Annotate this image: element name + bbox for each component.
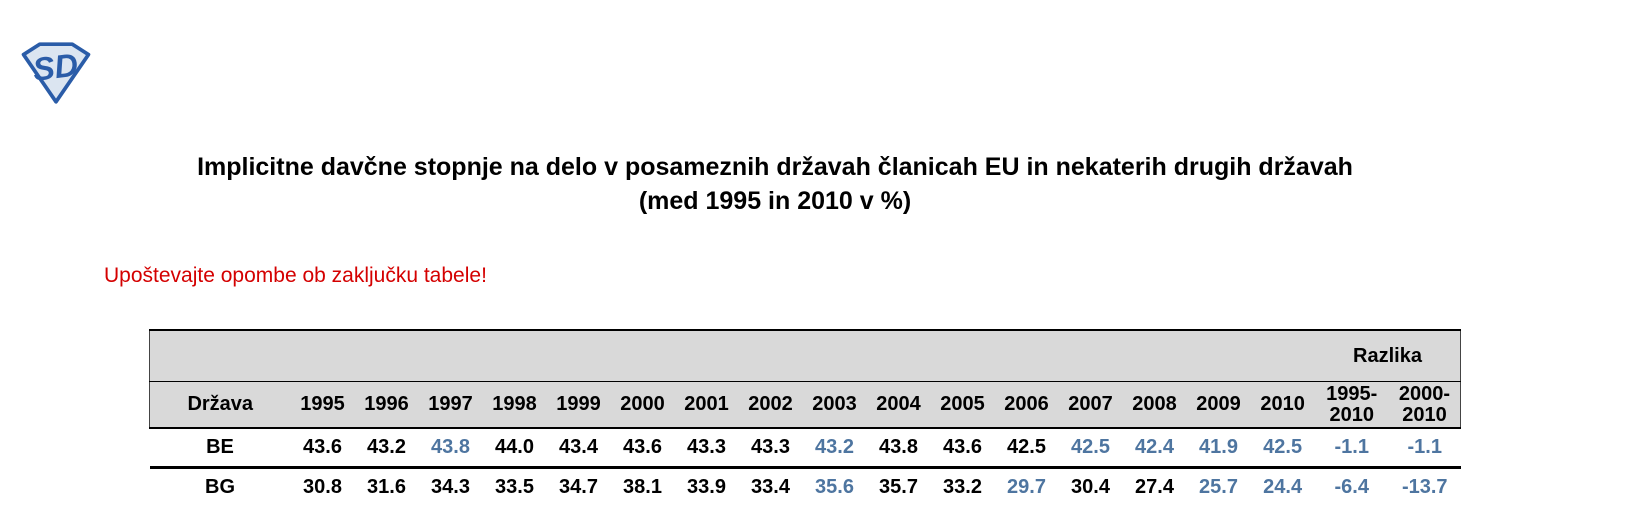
value-cell: 30.4 — [1059, 468, 1123, 506]
year-column-header: 2008 — [1123, 382, 1187, 429]
year-column-header: 1996 — [355, 382, 419, 429]
value-cell: 34.3 — [419, 468, 483, 506]
logo-letters: SD — [31, 47, 80, 88]
note-text: Upoštevajte opombe ob zaključku tabele! — [104, 264, 487, 288]
sd-logo: SD — [19, 42, 93, 104]
value-cell: 30.8 — [291, 468, 355, 506]
value-cell: -1.1 — [1389, 428, 1461, 468]
value-cell: 27.4 — [1123, 468, 1187, 506]
year-column-header: 1995 — [291, 382, 355, 429]
year-column-header: 2007 — [1059, 382, 1123, 429]
value-cell: 42.5 — [1059, 428, 1123, 468]
value-cell: 33.9 — [675, 468, 739, 506]
page-title: Implicitne davčne stopnje na delo v posa… — [105, 150, 1445, 218]
diff-column-header-line: 2000- — [1389, 384, 1461, 405]
value-cell: 29.7 — [995, 468, 1059, 506]
value-cell: -1.1 — [1315, 428, 1389, 468]
table-group-header-row: Razlika — [150, 330, 1461, 382]
year-column-header: 2006 — [995, 382, 1059, 429]
value-cell: 41.9 — [1187, 428, 1251, 468]
year-column-header: 2010 — [1251, 382, 1315, 429]
diff-column-header-line: 2010 — [1389, 405, 1461, 426]
year-column-header: 2009 — [1187, 382, 1251, 429]
value-cell: 24.4 — [1251, 468, 1315, 506]
value-cell: 43.6 — [291, 428, 355, 468]
country-column-header: Država — [150, 382, 291, 429]
value-cell: 44.0 — [483, 428, 547, 468]
razlika-group-header: Razlika — [1315, 330, 1461, 382]
year-column-header: 2004 — [867, 382, 931, 429]
diff-column-header: 2000-2010 — [1389, 382, 1461, 429]
value-cell: -6.4 — [1315, 468, 1389, 506]
year-column-header: 2003 — [803, 382, 867, 429]
value-cell: 43.4 — [547, 428, 611, 468]
sd-logo-shield-icon: SD — [19, 42, 93, 104]
diff-column-header-line: 2010 — [1315, 405, 1389, 426]
value-cell: 43.8 — [867, 428, 931, 468]
page-title-line-1: Implicitne davčne stopnje na delo v posa… — [105, 150, 1445, 184]
value-cell: 43.6 — [611, 428, 675, 468]
value-cell: 34.7 — [547, 468, 611, 506]
value-cell: 33.5 — [483, 468, 547, 506]
value-cell: 43.2 — [355, 428, 419, 468]
year-column-header: 2001 — [675, 382, 739, 429]
year-column-header: 2002 — [739, 382, 803, 429]
value-cell: 35.7 — [867, 468, 931, 506]
page-title-line-2: (med 1995 in 2010 v %) — [105, 184, 1445, 218]
group-header-empty-cell — [150, 330, 1315, 382]
year-column-header: 2000 — [611, 382, 675, 429]
value-cell: 33.2 — [931, 468, 995, 506]
country-code: BG — [150, 468, 291, 506]
year-column-header: 1997 — [419, 382, 483, 429]
value-cell: 43.2 — [803, 428, 867, 468]
value-cell: 33.4 — [739, 468, 803, 506]
year-column-header: 1999 — [547, 382, 611, 429]
value-cell: 43.8 — [419, 428, 483, 468]
value-cell: 43.6 — [931, 428, 995, 468]
value-cell: 42.5 — [1251, 428, 1315, 468]
value-cell: 38.1 — [611, 468, 675, 506]
country-code: BE — [150, 428, 291, 468]
value-cell: 43.3 — [739, 428, 803, 468]
year-column-header: 2005 — [931, 382, 995, 429]
year-column-header: 1998 — [483, 382, 547, 429]
value-cell: 31.6 — [355, 468, 419, 506]
value-cell: 25.7 — [1187, 468, 1251, 506]
value-cell: -13.7 — [1389, 468, 1461, 506]
value-cell: 42.5 — [995, 428, 1059, 468]
diff-column-header-line: 1995- — [1315, 384, 1389, 405]
value-cell: 35.6 — [803, 468, 867, 506]
value-cell: 43.3 — [675, 428, 739, 468]
diff-column-header: 1995-2010 — [1315, 382, 1389, 429]
value-cell: 42.4 — [1123, 428, 1187, 468]
